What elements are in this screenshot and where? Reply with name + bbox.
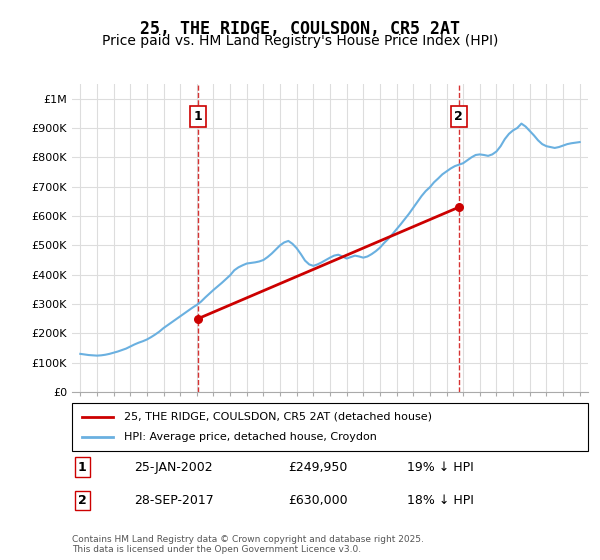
Text: 1: 1 bbox=[194, 110, 202, 123]
Text: 25-JAN-2002: 25-JAN-2002 bbox=[134, 460, 212, 474]
Text: 25, THE RIDGE, COULSDON, CR5 2AT (detached house): 25, THE RIDGE, COULSDON, CR5 2AT (detach… bbox=[124, 412, 431, 422]
Text: £249,950: £249,950 bbox=[289, 460, 348, 474]
Point bbox=[454, 203, 464, 212]
Text: Contains HM Land Registry data © Crown copyright and database right 2025.
This d: Contains HM Land Registry data © Crown c… bbox=[72, 535, 424, 554]
Text: HPI: Average price, detached house, Croydon: HPI: Average price, detached house, Croy… bbox=[124, 432, 376, 442]
Text: 18% ↓ HPI: 18% ↓ HPI bbox=[407, 494, 474, 507]
Text: £630,000: £630,000 bbox=[289, 494, 349, 507]
FancyBboxPatch shape bbox=[72, 403, 588, 451]
Text: Price paid vs. HM Land Registry's House Price Index (HPI): Price paid vs. HM Land Registry's House … bbox=[102, 34, 498, 48]
Text: 28-SEP-2017: 28-SEP-2017 bbox=[134, 494, 214, 507]
Text: 19% ↓ HPI: 19% ↓ HPI bbox=[407, 460, 474, 474]
Text: 1: 1 bbox=[78, 460, 86, 474]
Text: 2: 2 bbox=[454, 110, 463, 123]
Text: 25, THE RIDGE, COULSDON, CR5 2AT: 25, THE RIDGE, COULSDON, CR5 2AT bbox=[140, 20, 460, 38]
Text: 2: 2 bbox=[78, 494, 86, 507]
Point bbox=[193, 314, 203, 323]
